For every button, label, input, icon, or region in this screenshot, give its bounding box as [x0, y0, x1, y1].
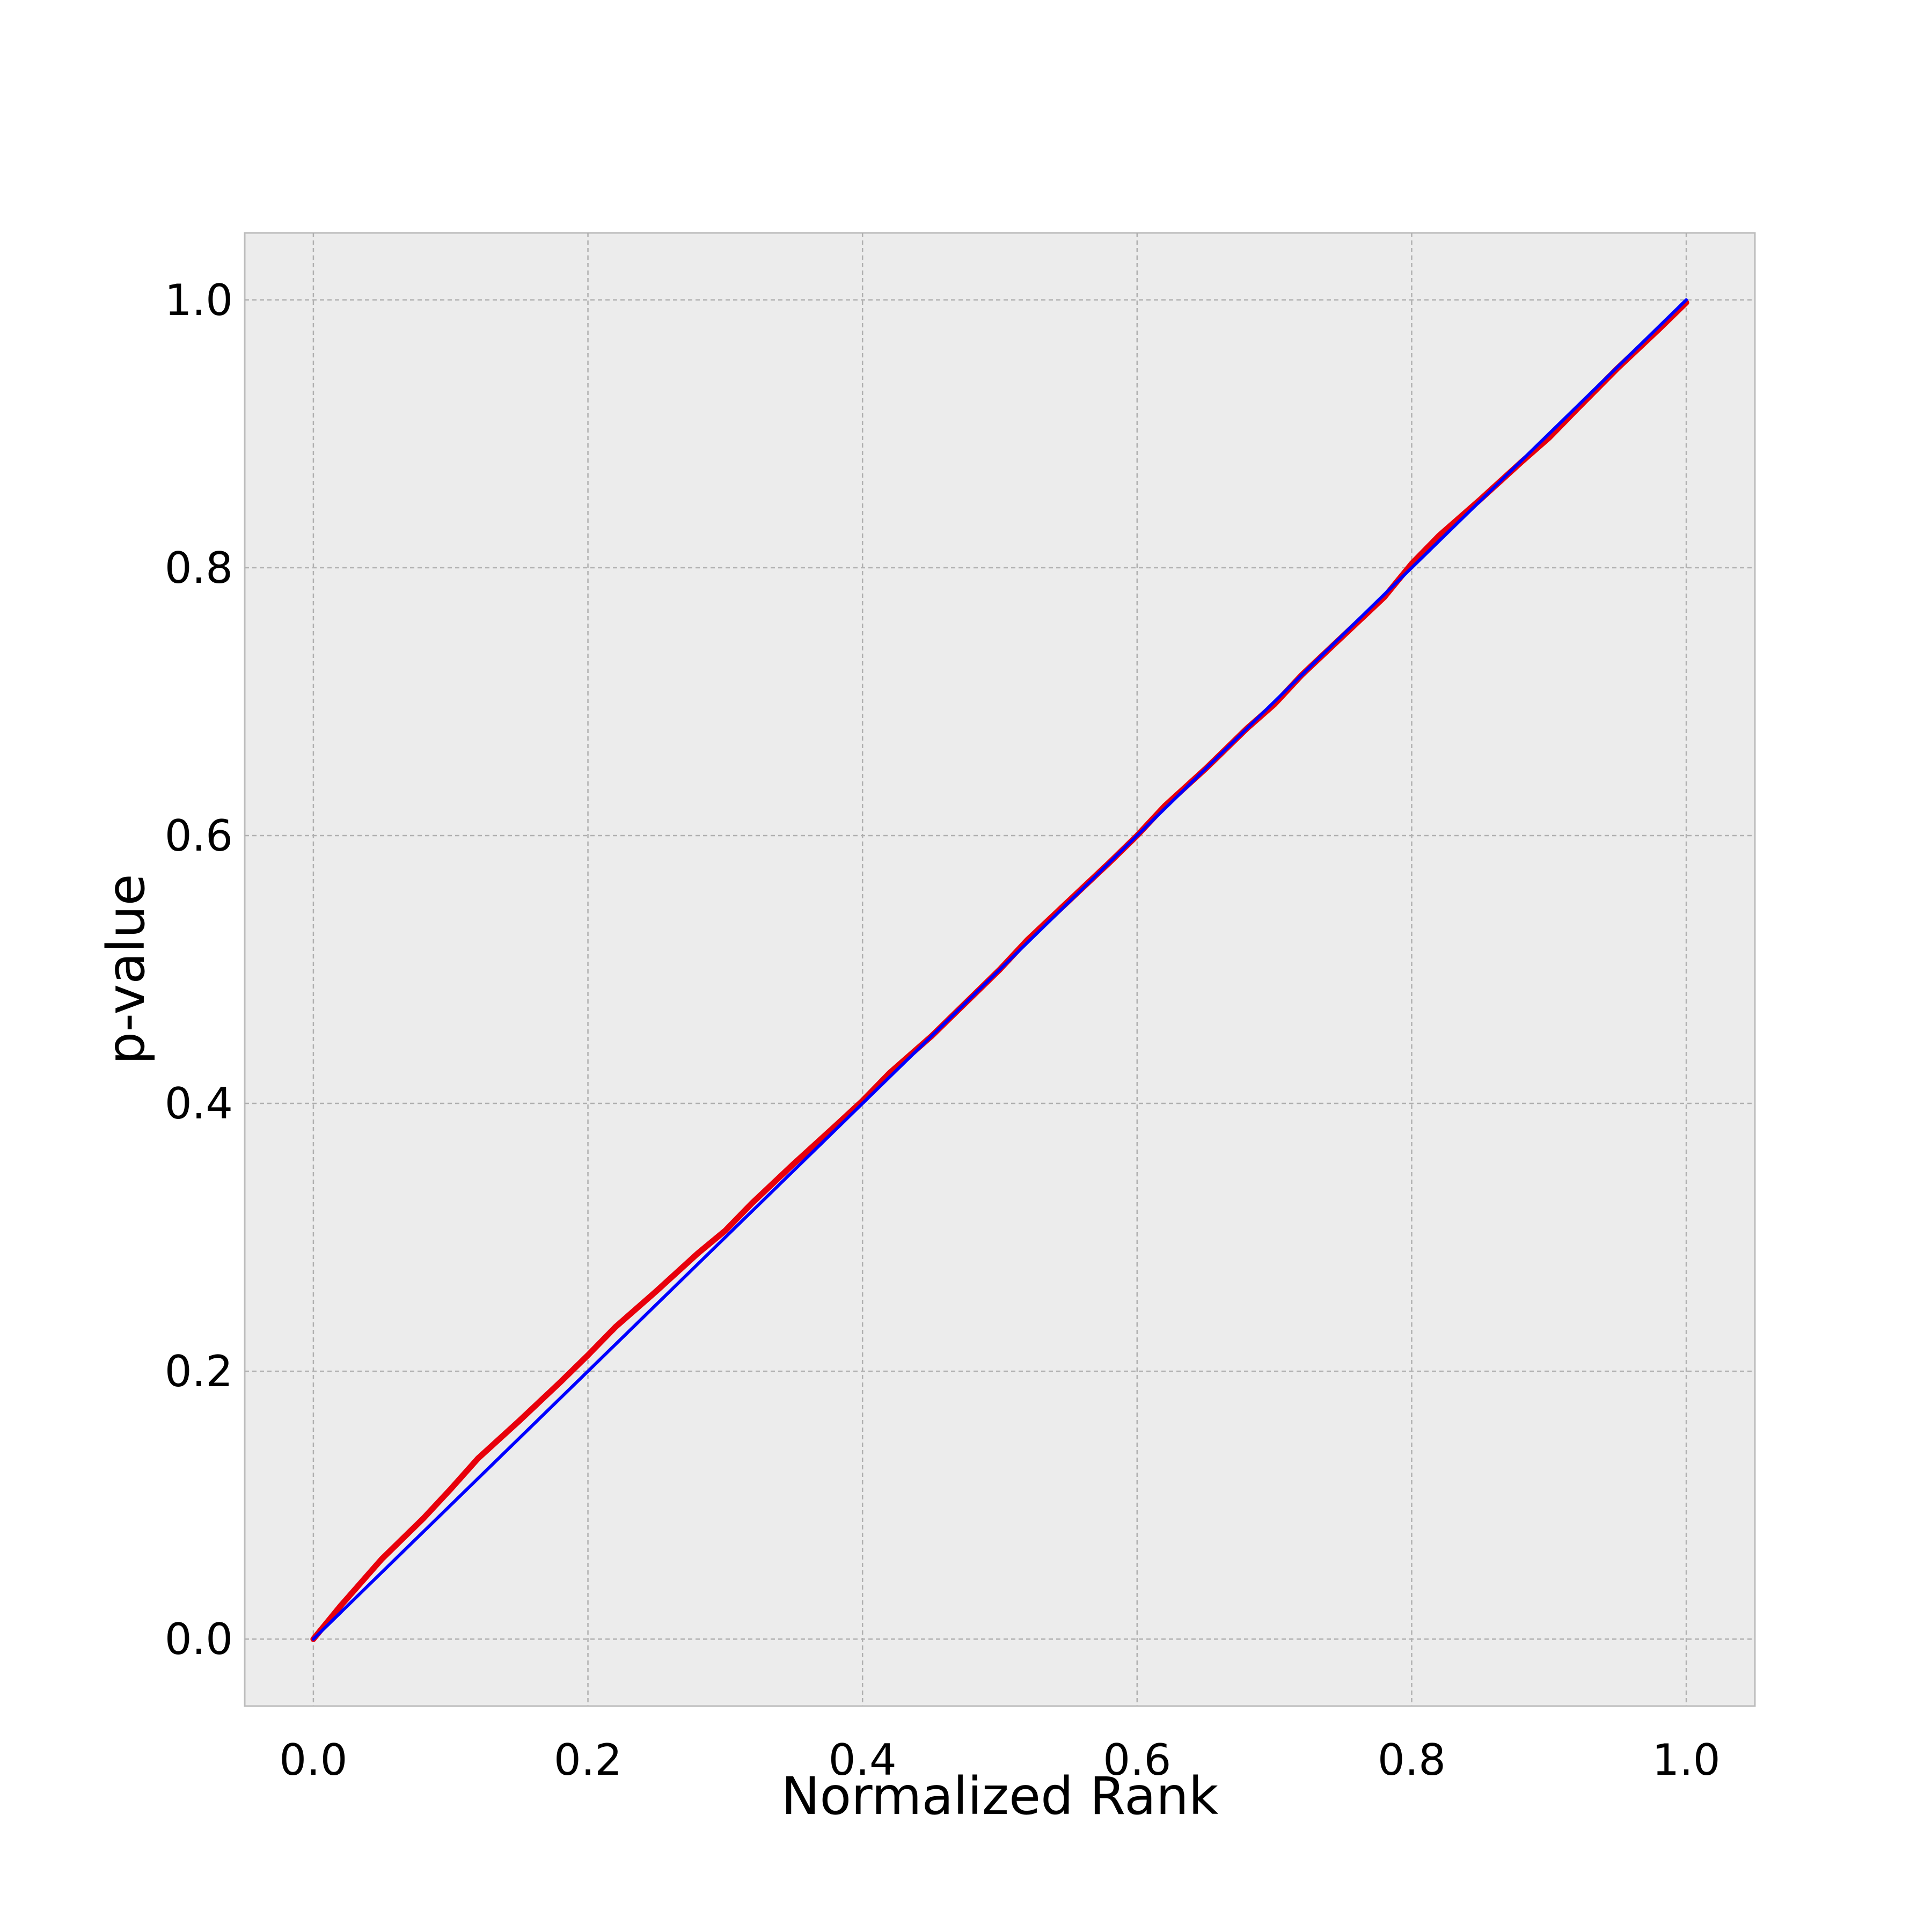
x-tick-label: 0.4	[829, 1735, 897, 1785]
y-tick-label: 0.0	[165, 1614, 233, 1664]
y-axis-ticks: 0.0 0.2 0.4 0.6 0.8 1.0	[165, 275, 233, 1664]
y-tick-label: 0.8	[165, 543, 233, 593]
blue-series-line	[311, 298, 1688, 1641]
y-tick-label: 0.4	[165, 1079, 233, 1129]
y-tick-label: 0.2	[165, 1346, 233, 1396]
x-tick-label: 1.0	[1652, 1735, 1720, 1785]
y-axis-label: p-value	[96, 874, 156, 1064]
series-lines	[310, 298, 1689, 1642]
x-axis-label: Normalized Rank	[781, 1766, 1219, 1826]
grid-lines	[245, 233, 1755, 1706]
y-tick-label: 1.0	[165, 275, 233, 325]
x-tick-label: 0.2	[554, 1735, 622, 1785]
x-tick-label: 0.0	[279, 1735, 347, 1785]
x-tick-label: 0.8	[1378, 1735, 1446, 1785]
x-tick-label: 0.6	[1103, 1735, 1171, 1785]
x-axis-ticks: 0.0 0.2 0.4 0.6 0.8 1.0	[279, 1735, 1720, 1785]
y-tick-label: 0.6	[165, 811, 233, 861]
